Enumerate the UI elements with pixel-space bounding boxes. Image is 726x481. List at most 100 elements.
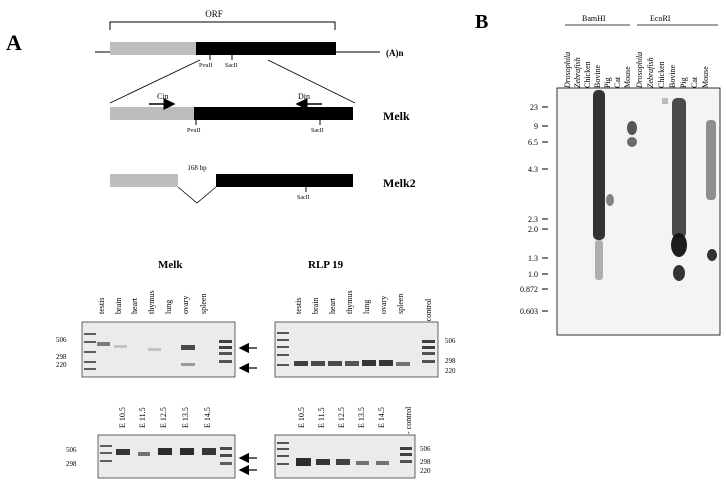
species-label-chicken: Chicken [583, 61, 592, 88]
species-label-mouse: Mouse [623, 66, 632, 88]
sacii-label-melk: SacII [311, 128, 324, 134]
lane-label-e12-5: E 12.5 [159, 407, 168, 428]
blot-marker-0-872: 0.872 [520, 285, 538, 294]
marker-506-rlp-tissue: 506 [445, 337, 456, 345]
blot-size-markers: 23 9 6.5 4.3 2.3 2.0 1.3 1.0 0.872 0.603 [520, 103, 548, 316]
blot-marker-9: 9 [534, 122, 538, 131]
sacii-label-top: SacII [225, 63, 238, 69]
southern-blot [556, 87, 721, 336]
ladder-band [277, 364, 289, 366]
rlp-tissue-labels: testis brain heart thymus lung ovary spl… [294, 290, 433, 326]
e12-5-band [158, 448, 172, 455]
marker-220-rlp-tissue: 220 [445, 367, 456, 375]
lane-label-control: - control [404, 406, 413, 434]
marker-220-rlp-stage: 220 [420, 467, 431, 475]
marker-506-melk-stage: 506 [66, 446, 77, 454]
lane-label-e13-5: E 13.5 [357, 407, 366, 428]
species-label-pig: Pig [679, 77, 688, 88]
e10-5-band [116, 449, 130, 455]
species-labels-ecori: Drosophila Zebrafish Chicken Bovine Pig … [635, 52, 710, 89]
blot-marker-4-3: 4.3 [528, 165, 538, 174]
blot-marker-0-603: 0.603 [520, 307, 538, 316]
rlp-stage-labels: E 10.5 E 11.5 E 12.5 E 13.5 E 14.5 - con… [297, 406, 413, 434]
ecori-mouse-band [707, 249, 717, 261]
bamhi-bovine-smear-lower [595, 240, 603, 280]
blot-marker-2-0: 2.0 [528, 225, 538, 234]
ladder-band [84, 361, 96, 363]
ladder-band [84, 333, 96, 335]
control-band [219, 346, 232, 349]
e11-5-band [138, 452, 150, 456]
e12-5-band [336, 459, 350, 465]
blot-marker-23: 23 [530, 103, 538, 112]
ladder-band [84, 351, 96, 353]
ladder-band [277, 354, 289, 356]
blot-marker-1-3: 1.3 [528, 254, 538, 263]
blot-marker-2-3: 2.3 [528, 215, 538, 224]
lane-label-e14-5: E 14.5 [377, 407, 386, 428]
species-label-cat: Cat [690, 76, 699, 88]
ladder-band [100, 445, 112, 447]
control-band [219, 352, 232, 355]
control-band [220, 454, 232, 457]
lane-label-heart: heart [328, 297, 337, 314]
melk-stage-gel [97, 434, 236, 479]
marker-298-rlp-stage: 298 [420, 458, 431, 466]
ovary-band-low [181, 363, 195, 366]
blot-marker-1-0: 1.0 [528, 270, 538, 279]
brain-band [114, 345, 127, 348]
lung-band [362, 360, 376, 366]
lane-label-brain: brain [311, 298, 320, 314]
rlp-stage-gel [274, 434, 416, 479]
ladder-band [100, 452, 112, 454]
marker-298-melk-stage: 298 [66, 460, 77, 468]
southern-blot-signals [593, 90, 717, 281]
control-band [219, 340, 232, 343]
melk-tissue-gel [81, 321, 236, 378]
orf-label: ORF [205, 9, 223, 19]
pvuii-label-melk: PvuII [187, 128, 200, 134]
lane-label-spleen: spleen [396, 294, 405, 314]
polya-label: (A)n [386, 48, 404, 58]
bamhi-pig-band [606, 194, 614, 206]
marker-298-rlp-tissue: 298 [445, 357, 456, 365]
e10-5-band [296, 458, 311, 466]
ladder-band [277, 332, 289, 334]
spleen-band [396, 362, 410, 366]
lane-label-testis: testis [294, 298, 303, 314]
lane-label-testis: testis [97, 298, 106, 314]
ovary-band [379, 360, 393, 366]
ecori-bovine-smear [672, 98, 686, 238]
pvuii-label-top: PvuII [199, 63, 212, 69]
primer-cin-label: Cin [157, 92, 169, 101]
bamhi-mouse-band [627, 121, 637, 135]
control-band [422, 352, 435, 355]
ladder-band [277, 442, 289, 444]
lane-label-e12-5: E 12.5 [337, 407, 346, 428]
species-label-drosophila: Drosophila [563, 52, 572, 89]
species-label-drosophila: Drosophila [635, 52, 644, 89]
zoom-line-right [267, 59, 356, 104]
lane-label-brain: brain [114, 298, 123, 314]
melk-gene-label: Melk [383, 109, 410, 123]
lane-label-ovary: ovary [379, 296, 388, 314]
primer-din-label: Din [298, 92, 310, 101]
lane-label-heart: heart [130, 297, 139, 314]
marker-506-rlp-stage: 506 [420, 445, 431, 453]
melk2-gene-label: Melk2 [383, 176, 416, 190]
melk2-deletion-label: 168 bp [187, 164, 207, 172]
ecori-bovine-band-2 [673, 265, 685, 281]
cdna-5prime-box [110, 42, 196, 55]
thymus-band [345, 361, 359, 366]
ladder-band [277, 339, 289, 341]
melk-light-box [110, 107, 194, 120]
lane-label-control: - control [424, 298, 433, 326]
ladder-band [277, 463, 289, 465]
control-band [220, 447, 232, 450]
species-label-cat: Cat [613, 76, 622, 88]
ladder-band [84, 368, 96, 370]
melk2-deletion-splice [177, 186, 217, 204]
lane-label-e13-5: E 13.5 [181, 407, 190, 428]
control-band [422, 340, 435, 343]
e13-5-band [180, 448, 194, 455]
